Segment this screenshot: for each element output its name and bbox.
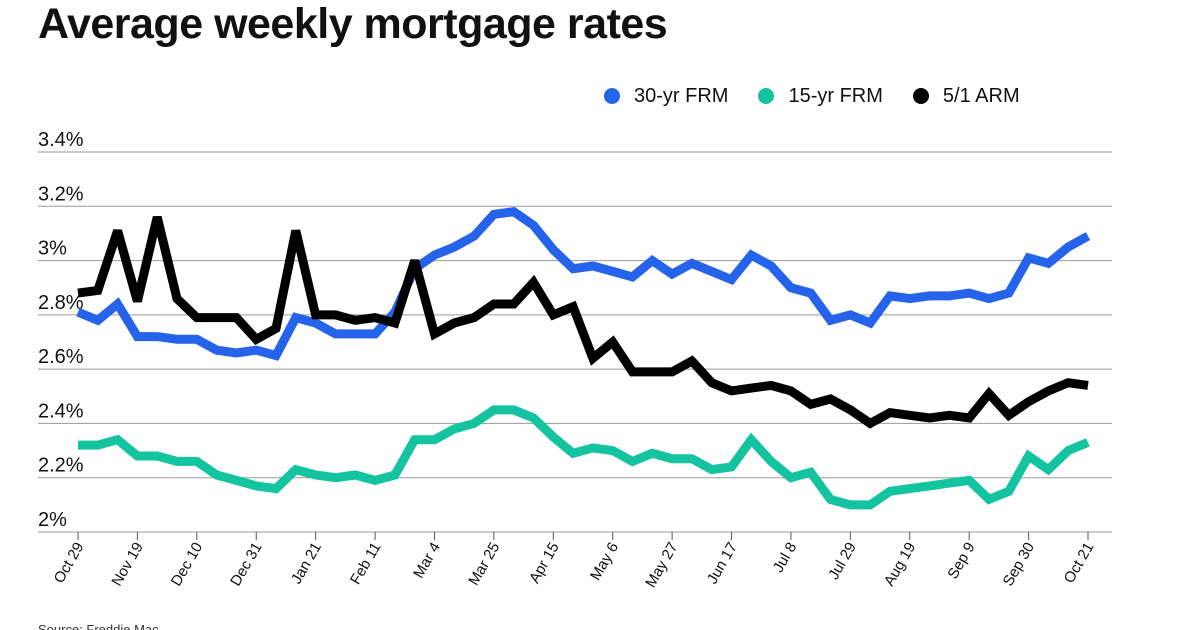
x-tick-label: Sep 9	[944, 540, 978, 582]
x-axis: Oct 29 Nov 19 Dec 10 Dec 31 Jan 21 Feb 11 Mar …	[51, 532, 1098, 591]
source-note: Source: Freddie Mac	[38, 622, 159, 630]
x-tick-label: Nov 19	[108, 540, 146, 590]
legend-label-15yr: 15-yr FRM	[788, 84, 883, 107]
legend-marker-30yr	[604, 88, 620, 104]
grid-layer: 2% 2.2% 2.4% 2.6% 2.8% 3% 3.2% 3.4%	[38, 129, 1112, 533]
x-tick-label: Aug 19	[881, 540, 919, 590]
y-tick-label: 2.2%	[38, 455, 84, 477]
x-tick-label: Oct 29	[51, 540, 88, 587]
y-tick-label: 3%	[38, 238, 67, 260]
series-line-15-yr-frm	[78, 405, 1090, 510]
legend-item-arm: 5/1 ARM	[912, 84, 1020, 108]
legend-item-30yr: 30-yr FRM	[604, 85, 728, 108]
y-tick-label: 2%	[38, 509, 67, 531]
y-tick-label: 2.8%	[38, 292, 84, 314]
x-tick-label: Feb 11	[347, 540, 385, 588]
x-tick-label: Oct 21	[1061, 540, 1098, 587]
y-tick-label: 2.4%	[38, 400, 84, 422]
legend-label-arm: 5/1 ARM	[942, 84, 1020, 107]
y-tick-label: 3.2%	[38, 183, 84, 205]
legend-marker-15yr	[758, 88, 775, 104]
series-line-5-1-arm	[77, 216, 1089, 429]
x-tick-label: Dec 10	[168, 540, 206, 590]
x-tick-label: May 6	[587, 540, 622, 584]
x-tick-label: Jul 8	[770, 540, 801, 576]
y-tick-label: 2.6%	[38, 346, 84, 368]
legend-marker-arm	[912, 88, 929, 104]
x-tick-label: Jun 17	[704, 540, 741, 588]
y-tick-label: 3.4%	[38, 129, 84, 151]
chart-title: Average weekly mortgage rates	[38, 0, 668, 48]
series-line-30-yr-frm	[76, 207, 1091, 361]
x-tick-label: Dec 31	[227, 540, 265, 590]
x-tick-label: Sep 30	[1000, 540, 1038, 590]
line-layer	[76, 207, 1091, 510]
x-tick-label: Mar 25	[465, 540, 503, 589]
x-tick-label: Apr 15	[526, 540, 563, 587]
x-tick-label: Mar 4	[410, 540, 444, 582]
chart-legend: 30-yr FRM 15-yr FRM 5/1 ARM	[604, 83, 1020, 109]
x-tick-label: Jul 29	[825, 540, 860, 583]
x-tick-label: Jan 21	[288, 540, 325, 588]
legend-label-30yr: 30-yr FRM	[634, 84, 729, 107]
x-tick-label: May 27	[642, 540, 681, 591]
legend-item-15yr: 15-yr FRM	[758, 84, 883, 108]
